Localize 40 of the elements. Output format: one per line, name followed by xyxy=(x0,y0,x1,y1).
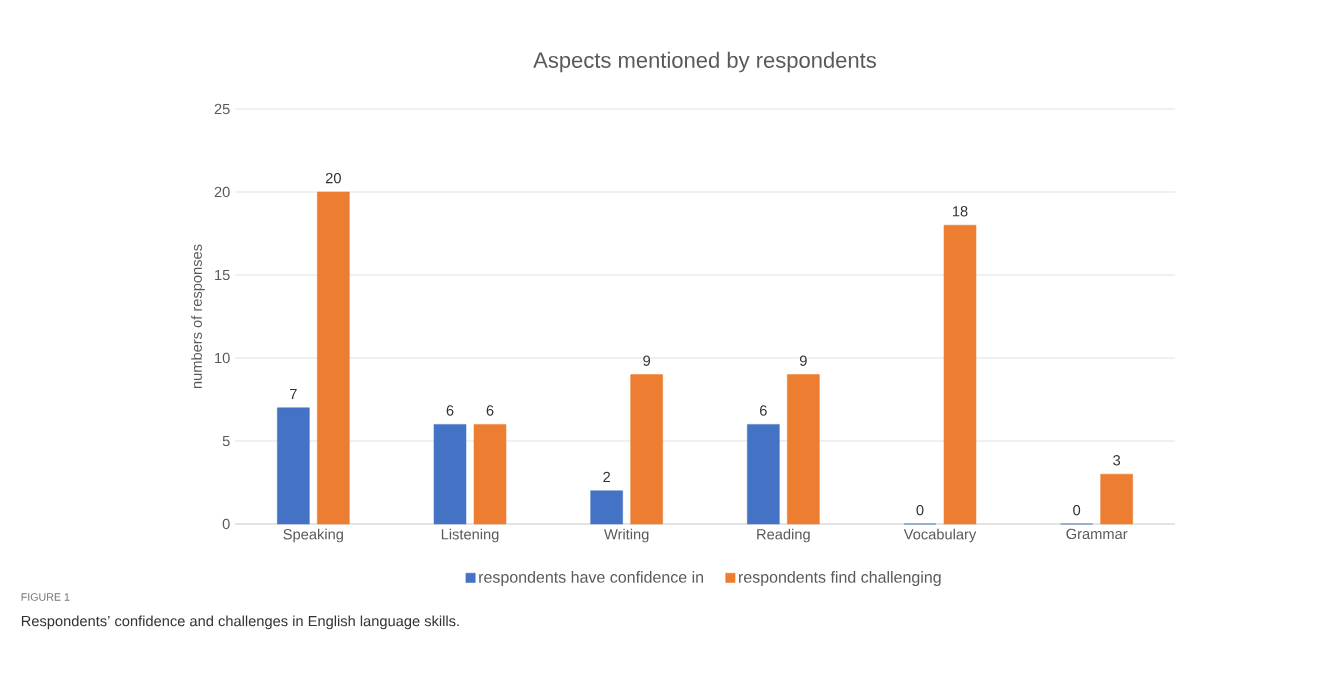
bar xyxy=(590,490,623,525)
data-label: 6 xyxy=(446,405,454,416)
x-tick-label: Vocabulary xyxy=(903,528,977,543)
data-label: 9 xyxy=(643,355,651,366)
text: Respondents’ confidence and challenges in English language skills. xyxy=(21,615,459,630)
data-label: 6 xyxy=(760,405,767,416)
bar xyxy=(630,374,663,525)
data-label: 6 xyxy=(486,405,494,416)
x-tick-label: Listening xyxy=(441,528,499,543)
bar xyxy=(747,424,780,525)
bar xyxy=(787,374,820,525)
x-tick-label: Grammar xyxy=(1066,528,1128,540)
bar xyxy=(433,424,467,525)
bar xyxy=(943,224,977,525)
x-tick-label: Reading xyxy=(757,528,810,543)
y-tick-label: 15 xyxy=(215,269,230,281)
y-tick-label: 5 xyxy=(222,435,230,447)
y-tick-label: 20 xyxy=(214,186,230,198)
data-label: 7 xyxy=(290,389,297,400)
legend-label: respondents find challenging xyxy=(739,571,941,587)
data-label: 9 xyxy=(799,355,807,366)
data-label: 0 xyxy=(1073,504,1081,516)
y-axis-title: numbers of responses xyxy=(191,244,205,389)
legend-label: respondents have confidence in xyxy=(479,571,704,587)
caption: FIGURE 1 xyxy=(21,593,70,601)
y-tick-label: 25 xyxy=(214,103,230,115)
data-label: 2 xyxy=(603,471,611,483)
x-tick-label: Writing xyxy=(604,528,649,543)
data-label: 18 xyxy=(952,206,968,217)
bar xyxy=(317,191,350,525)
data-label: 0 xyxy=(916,504,924,516)
y-tick-label: 0 xyxy=(222,518,230,530)
y-tick-label: 10 xyxy=(215,352,230,364)
chart-title: Aspects mentioned by respondents xyxy=(533,51,876,73)
x-tick-label: Speaking xyxy=(283,528,343,543)
data-label: 20 xyxy=(325,172,341,184)
bar xyxy=(277,407,310,525)
data-label: 3 xyxy=(1113,455,1121,466)
bar xyxy=(473,424,507,525)
bar xyxy=(1100,473,1133,525)
